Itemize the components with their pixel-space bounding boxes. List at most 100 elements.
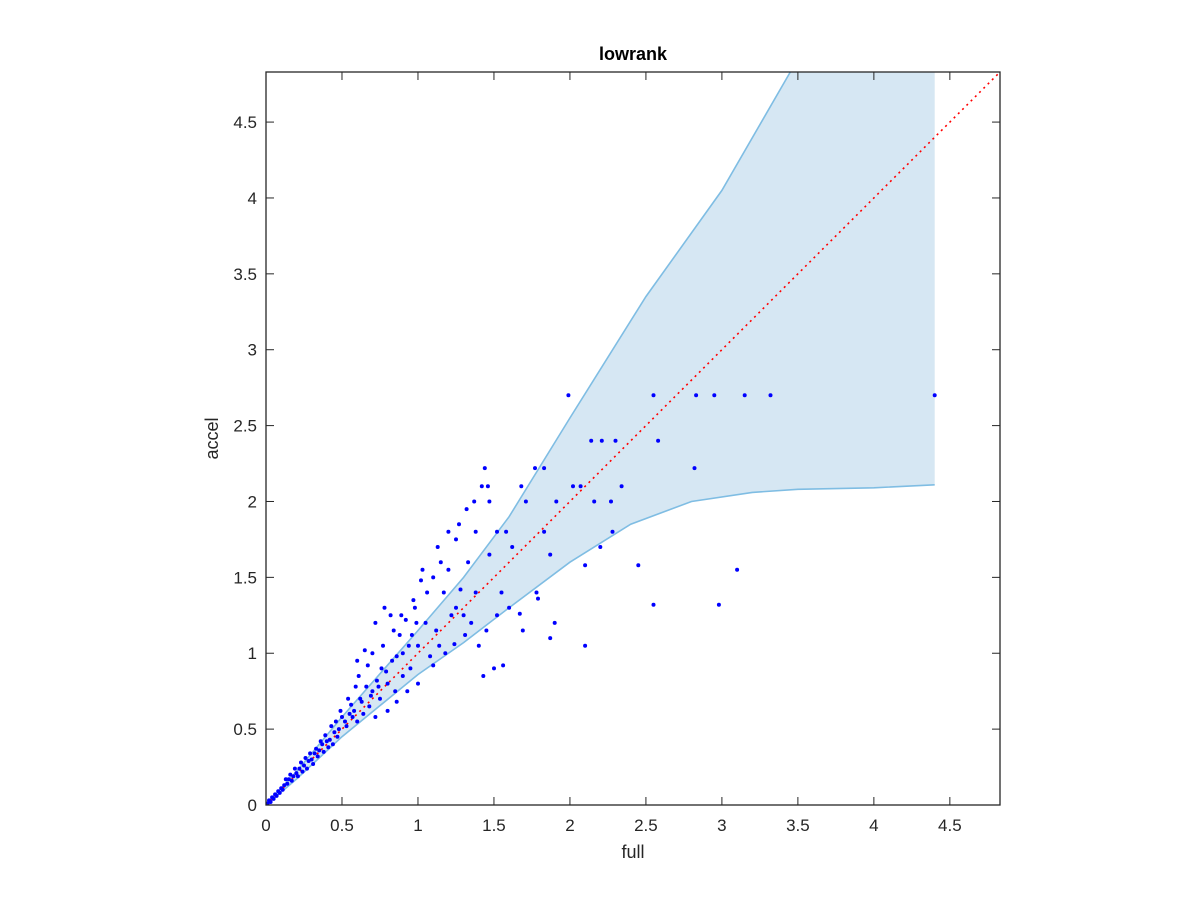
data-point [373,715,378,719]
data-point [473,529,478,534]
data-point [282,783,287,788]
data-point [320,742,325,747]
data-point [399,613,404,618]
data-point [583,563,588,568]
data-point [379,666,384,671]
data-point [435,545,440,549]
data-point [431,575,436,580]
data-point [362,648,367,653]
data-point [548,636,553,641]
data-point [343,719,347,724]
data-point [268,800,273,804]
data-point [411,598,416,603]
data-point [495,529,499,534]
data-point [425,590,430,595]
data-point [400,674,405,678]
data-point [566,393,571,398]
data-point [592,499,597,504]
data-point [286,777,291,782]
data-point [314,746,319,751]
data-point [373,620,378,625]
data-point [454,605,458,610]
data-point [317,748,322,753]
data-point [303,756,308,760]
data-point [291,774,296,779]
data-point [484,628,489,633]
data-point [308,751,313,756]
data-point [338,708,343,713]
data-point [542,466,547,471]
data-point [382,605,387,610]
data-point [454,537,458,542]
data-point [315,754,320,759]
data-point [409,633,414,637]
data-point [598,545,603,549]
x-axis: 0 0.5 1 1.5 2 2.5 3 3.5 4 4.5 [261,72,962,835]
data-point [294,771,299,776]
data-point [495,613,499,618]
data-point [533,466,537,471]
data-point [438,560,443,565]
data-point [694,393,699,398]
data-point [329,724,334,729]
data-point [487,499,492,504]
data-point [393,689,398,694]
data-point [378,696,382,701]
data-point [376,684,381,689]
y-tick-label: 2 [248,492,257,511]
data-point [346,696,351,701]
data-point [473,590,478,595]
x-axis-label: full [621,842,644,862]
data-point [381,643,385,648]
data-point [302,763,306,768]
data-point [356,674,361,678]
data-point [364,684,369,689]
y-axis: 0 0.5 1 1.5 2 2.5 3 3.5 4 4.5 [233,113,1000,815]
reference-line-layer [265,71,1001,806]
data-point [536,596,540,601]
data-point [578,484,583,489]
y-tick-label: 3 [248,341,257,360]
data-point [344,724,349,729]
data-point [599,438,604,443]
y-tick-label: 0 [248,796,257,815]
data-point [394,699,399,704]
data-point [552,620,557,625]
data-point [482,466,487,471]
data-point [416,643,420,648]
data-point [299,760,303,765]
chart-title: lowrank [599,44,668,64]
y-tick-label: 2.5 [233,417,257,436]
data-point [277,790,282,795]
data-point [326,745,331,750]
data-point [651,602,656,607]
data-point [332,730,337,735]
data-point [274,793,279,798]
data-point [359,699,364,704]
data-point [492,666,496,671]
y-tick-label: 3.5 [233,265,257,284]
data-point [501,663,506,668]
data-point [330,742,335,747]
y-tick-label: 1 [248,644,257,663]
data-point [394,654,399,659]
data-point [651,393,656,398]
data-point [534,590,539,595]
data-point [712,393,717,398]
data-point [441,590,446,595]
data-point [283,777,288,782]
x-tick-label: 2 [565,816,574,835]
data-point [768,393,773,398]
data-point [519,484,524,489]
data-point [476,643,481,648]
data-point [487,552,492,557]
data-point [452,642,457,647]
data-point [349,702,354,707]
data-point [406,643,411,648]
data-point [656,438,661,443]
data-point [609,499,613,504]
data-point [428,654,433,659]
data-point [355,658,360,663]
data-point [449,613,454,618]
